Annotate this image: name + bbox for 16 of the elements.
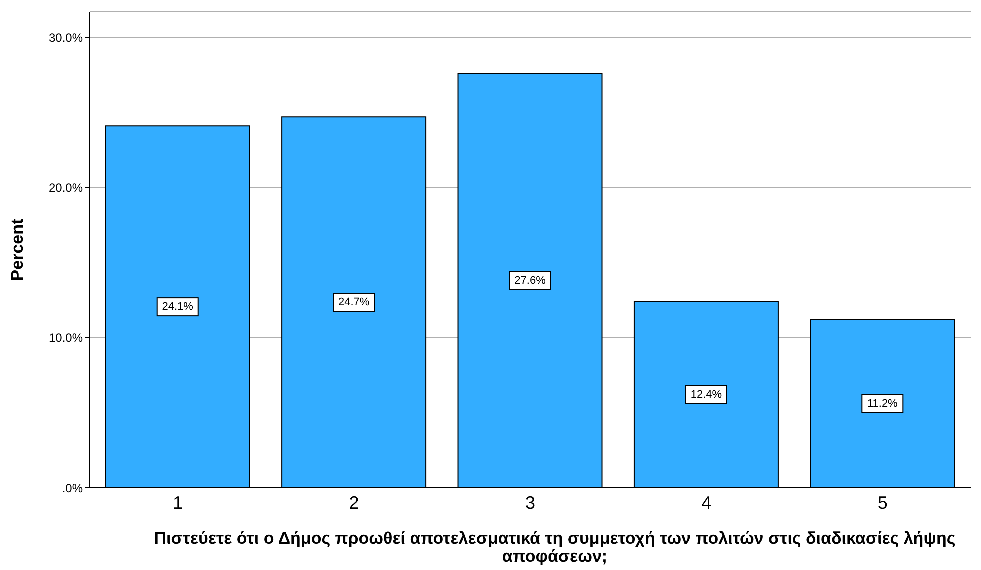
y-tick-label: 30.0% — [48, 30, 84, 45]
y-axis-title: Percent — [8, 218, 28, 282]
data-label: 27.6% — [514, 274, 546, 287]
y-tick-label: 10.0% — [48, 331, 84, 346]
x-tick-label: 2 — [349, 492, 360, 513]
x-tick-label: 4 — [702, 492, 712, 513]
y-tick-label: .0% — [62, 481, 84, 496]
data-label: 24.1% — [162, 301, 194, 314]
x-tick-label: 3 — [525, 492, 536, 513]
data-label: 12.4% — [690, 388, 722, 401]
y-tick-label: 20.0% — [48, 180, 84, 195]
x-axis-title: Πιστεύετε ότι ο Δήμος προωθεί αποτελεσματικά τη συμμετοχή των πολιτών στις διαδικασίες λήψης αποφάσεων; — [153, 529, 957, 566]
data-label: 24.7% — [338, 296, 370, 309]
data-label: 11.2% — [867, 398, 898, 410]
x-tick-label: 5 — [878, 492, 888, 513]
x-tick-label: 1 — [173, 492, 184, 513]
